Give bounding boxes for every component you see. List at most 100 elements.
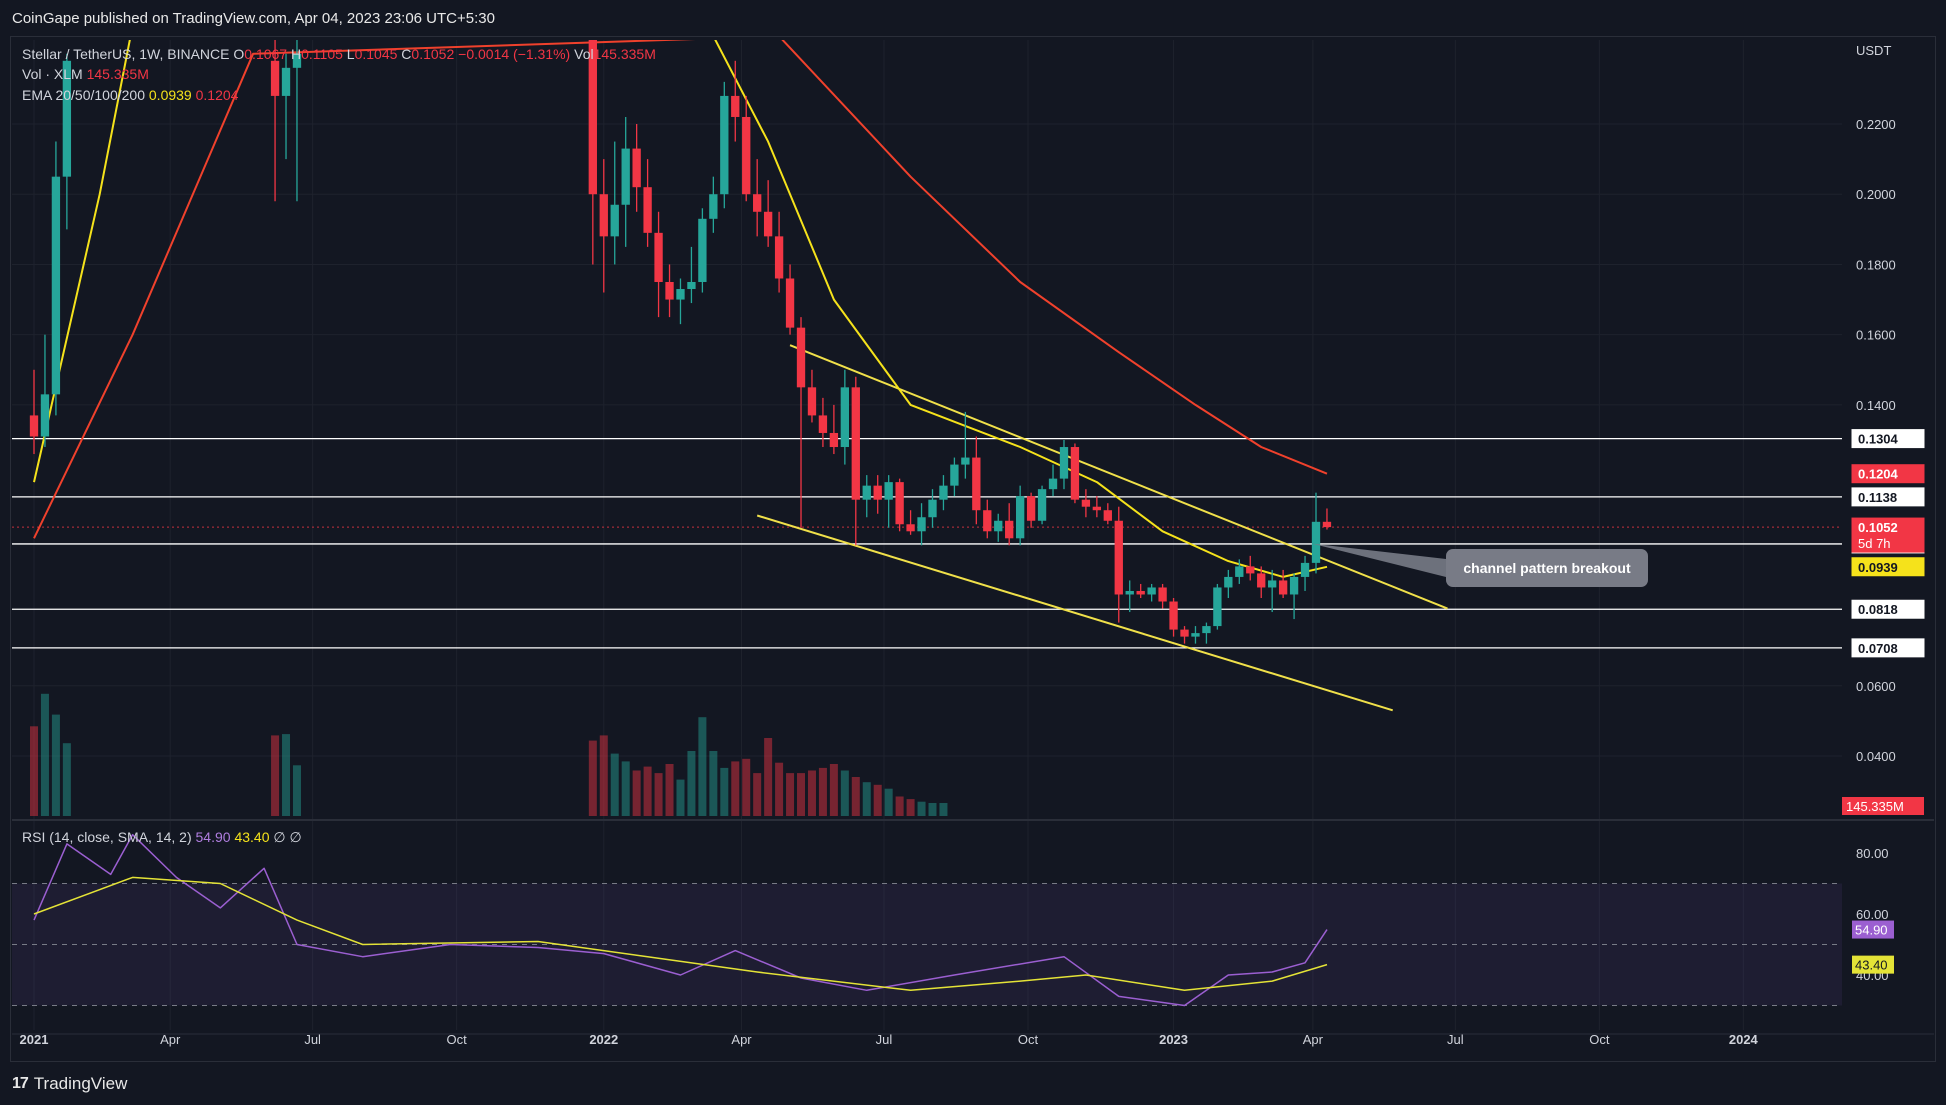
volume-bar xyxy=(906,799,915,816)
candle-body xyxy=(1114,520,1123,595)
volume-bar xyxy=(588,740,597,816)
candle-body xyxy=(588,40,597,195)
candle xyxy=(654,211,663,318)
level-badge-bg xyxy=(1851,638,1925,658)
candle-body xyxy=(1048,478,1058,490)
candle-body xyxy=(829,432,839,448)
candle-body xyxy=(1125,590,1134,595)
annotation-pointer xyxy=(1312,543,1446,577)
volume-bar xyxy=(621,761,630,816)
tradingview-brand: TradingView xyxy=(33,1074,128,1093)
time-axis-tick: Apr xyxy=(731,1032,752,1047)
volume-bar xyxy=(292,765,301,816)
candle xyxy=(1015,485,1025,546)
candle-body xyxy=(731,95,740,117)
volume-bar xyxy=(884,788,893,816)
volume-bar xyxy=(643,766,652,816)
candle-body xyxy=(972,457,981,511)
candle-body xyxy=(1136,590,1145,595)
legend-vol2-label: Vol · XLM xyxy=(22,66,83,82)
volume-bar xyxy=(698,717,707,816)
candle xyxy=(862,475,871,518)
candle xyxy=(687,246,696,304)
candle xyxy=(1180,626,1189,644)
legend-vol2: 145.335M xyxy=(86,66,149,82)
volume-bar xyxy=(939,803,948,816)
candle-body xyxy=(1070,447,1080,500)
candle-body xyxy=(1015,496,1025,539)
volume-bar xyxy=(720,767,729,816)
candle-body xyxy=(1268,580,1277,588)
rsi-badge: 54.90 xyxy=(1852,920,1894,939)
candlesticks xyxy=(29,40,1332,644)
candle xyxy=(873,475,882,514)
volume-bars xyxy=(30,693,948,816)
candle xyxy=(763,180,773,247)
candle xyxy=(709,176,718,233)
last-price-badge-label: 0.1052 xyxy=(1858,520,1898,535)
candle xyxy=(720,81,729,209)
candle-body xyxy=(1224,576,1233,588)
legend-symbol: Stellar / TetherUS, 1W, BINANCE xyxy=(22,46,230,62)
candle-body xyxy=(1059,447,1069,479)
candle xyxy=(1147,583,1156,602)
candle xyxy=(621,116,630,247)
candle-body xyxy=(1202,626,1211,634)
candle-body xyxy=(1103,510,1112,521)
tradingview-logo[interactable]: 17 TradingView xyxy=(12,1074,127,1094)
candle xyxy=(895,478,904,532)
candle xyxy=(884,475,893,528)
level-badge-label: 0.1138 xyxy=(1858,490,1897,505)
candle-body xyxy=(928,499,937,518)
candle xyxy=(610,141,619,265)
rsi-pane xyxy=(12,833,1842,1007)
candle xyxy=(1081,489,1091,518)
candle-body xyxy=(950,464,959,486)
legend-rsi-label: RSI (14, close, SMA, 14, 2) xyxy=(22,829,192,845)
volume-badge-label: 145.335M xyxy=(1846,799,1904,814)
candle xyxy=(1092,496,1102,518)
volume-bar xyxy=(687,751,696,816)
candle-body xyxy=(917,517,926,532)
candle xyxy=(774,211,784,293)
time-axis-tick: 2023 xyxy=(1159,1032,1188,1047)
legend-ema: EMA 20/50/100/200 0.0939 0.1204 xyxy=(22,87,238,103)
candle xyxy=(1322,508,1332,530)
level-badge-bg xyxy=(1851,599,1925,619)
volume-bar xyxy=(764,738,773,816)
candle xyxy=(51,141,61,416)
volume-bar xyxy=(282,734,291,816)
time-axis-tick: 2022 xyxy=(589,1032,618,1047)
candle xyxy=(1169,598,1178,637)
price-axis-tick: 0.2200 xyxy=(1856,117,1896,132)
chart-frame xyxy=(10,36,1936,1062)
rsi-sma-badge-bg xyxy=(1852,955,1894,974)
volume-bar xyxy=(829,764,838,816)
candle-body xyxy=(895,482,904,525)
price-axis-tick: 0.0400 xyxy=(1856,749,1896,764)
candle-body xyxy=(785,278,795,328)
level-badge: 0.1304 xyxy=(1851,429,1925,449)
volume-bar xyxy=(851,777,860,816)
grid-lines xyxy=(12,40,1934,1035)
candle xyxy=(1224,569,1233,598)
level-badge: 0.0708 xyxy=(1851,638,1925,658)
ema50-badge: 0.1204 xyxy=(1851,464,1925,484)
candle-body xyxy=(796,327,806,388)
price-axis-tick: 0.0600 xyxy=(1856,679,1896,694)
candle-body xyxy=(1289,576,1299,595)
candle xyxy=(1059,440,1069,490)
volume-bar xyxy=(654,773,663,816)
candle xyxy=(1289,573,1299,620)
candle-body xyxy=(818,415,828,433)
legend-vol: 145.335M xyxy=(593,46,656,62)
volume-bar xyxy=(632,770,641,816)
ema20-badge-bg xyxy=(1851,557,1925,577)
candle-body xyxy=(1180,629,1189,637)
legend-open: 0.1067 xyxy=(244,46,288,62)
candle xyxy=(796,317,806,528)
candle xyxy=(961,411,970,479)
candle-body xyxy=(1311,521,1321,563)
candle-body xyxy=(29,415,39,437)
